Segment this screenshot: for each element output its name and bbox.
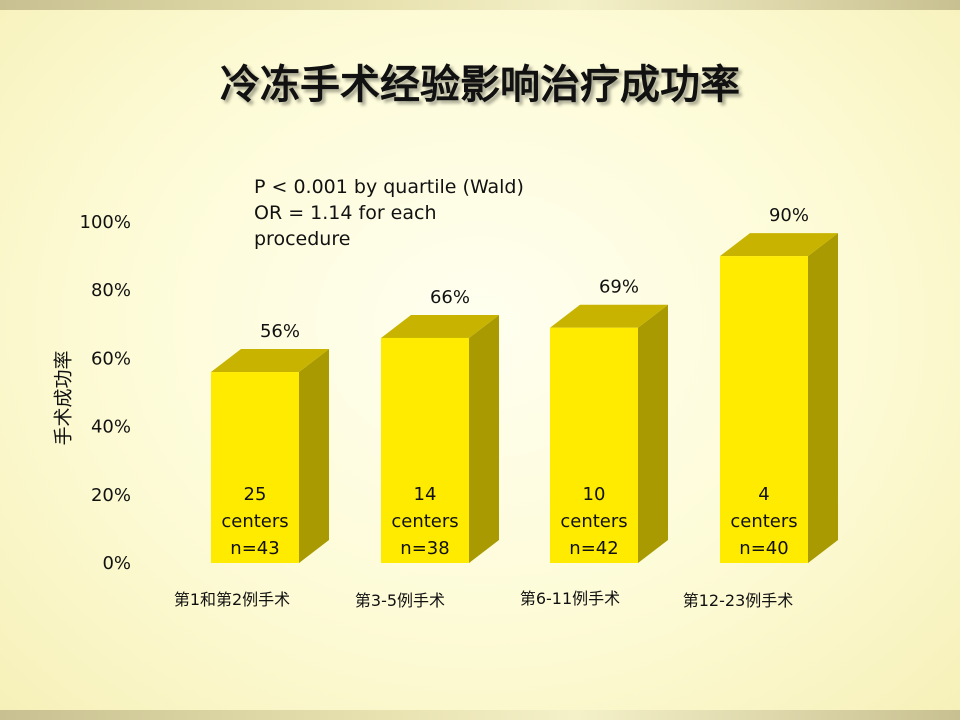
y-tick-label: 100% bbox=[80, 212, 131, 233]
annotation-line-3: procedure bbox=[254, 228, 351, 250]
x-category-label: 第3-5例手术 bbox=[355, 591, 445, 610]
bar bbox=[381, 337, 469, 563]
y-tick-label: 40% bbox=[91, 417, 131, 438]
bar-side bbox=[808, 233, 838, 563]
bar-inner-label: centers bbox=[391, 511, 458, 532]
bar-top bbox=[381, 314, 499, 338]
bar-inner-label: centers bbox=[221, 511, 288, 532]
annotation-line-1: P < 0.001 by quartile (Wald) bbox=[254, 176, 524, 198]
top-decorative-band bbox=[0, 0, 960, 10]
y-tick-label: 0% bbox=[102, 553, 131, 574]
bar-value-label: 66% bbox=[430, 287, 470, 308]
y-tick-label: 80% bbox=[91, 280, 131, 301]
y-tick-label: 60% bbox=[91, 348, 131, 369]
bar-value-label: 90% bbox=[769, 205, 809, 226]
bar-inner-label: n=40 bbox=[739, 538, 788, 559]
bar-inner-label: 25 bbox=[244, 484, 267, 505]
bar-inner-label: n=38 bbox=[400, 538, 449, 559]
bar bbox=[550, 327, 638, 563]
bar-top bbox=[550, 304, 668, 328]
bar bbox=[720, 256, 808, 563]
bar-inner-label: centers bbox=[560, 511, 627, 532]
x-category-label: 第12-23例手术 bbox=[683, 591, 794, 610]
annotation-line-2: OR = 1.14 for each bbox=[254, 202, 437, 224]
bar-inner-label: 14 bbox=[414, 484, 437, 505]
bar bbox=[211, 372, 299, 563]
bottom-decorative-band bbox=[0, 710, 960, 720]
bar-side bbox=[469, 314, 499, 563]
x-category-label: 第1和第2例手术 bbox=[174, 590, 290, 609]
slide-title: 冷冻手术经验影响治疗成功率 bbox=[220, 62, 740, 108]
bar-inner-label: 10 bbox=[583, 484, 606, 505]
y-tick-label: 20% bbox=[91, 485, 131, 506]
bar-inner-label: 4 bbox=[758, 484, 769, 505]
bar-side bbox=[638, 304, 668, 563]
bar-inner-label: centers bbox=[730, 511, 797, 532]
bar-top bbox=[211, 349, 329, 373]
bar-side bbox=[299, 349, 329, 563]
bar-top bbox=[720, 233, 838, 257]
bar-value-label: 69% bbox=[599, 277, 639, 298]
x-category-label: 第6-11例手术 bbox=[520, 589, 620, 608]
bar-value-label: 56% bbox=[260, 321, 300, 342]
bar-inner-label: n=43 bbox=[230, 538, 279, 559]
bar-inner-label: n=42 bbox=[569, 538, 618, 559]
statistics-annotation: P < 0.001 by quartile (Wald) OR = 1.14 f… bbox=[254, 174, 524, 252]
